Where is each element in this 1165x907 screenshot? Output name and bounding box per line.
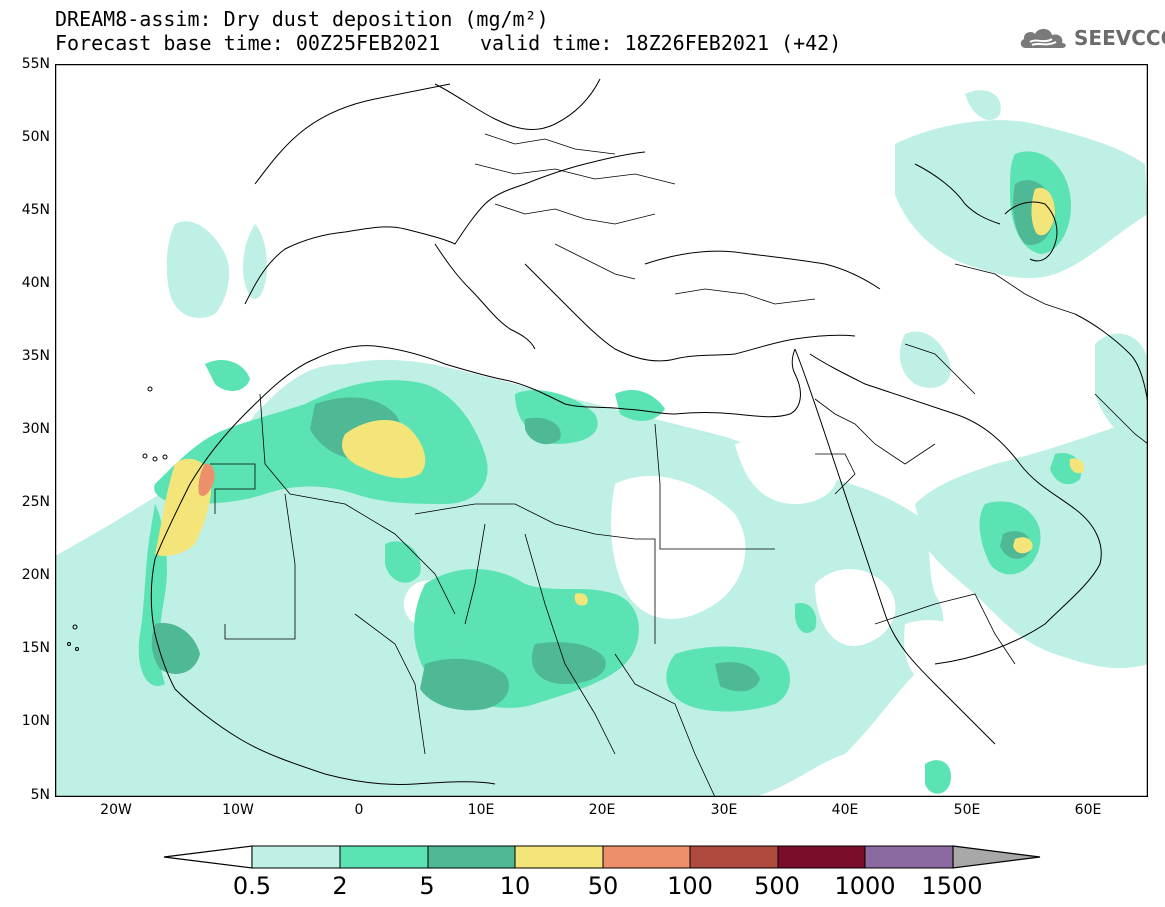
lat-label-40n: 40N bbox=[21, 275, 50, 291]
lat-label-10n: 10N bbox=[21, 713, 50, 729]
valid-time: valid time: 18Z26FEB2021 (+42) bbox=[480, 31, 842, 55]
colorbar-label-500: 500 bbox=[754, 872, 800, 900]
colorbar-label-1500: 1500 bbox=[921, 872, 983, 900]
lon-label-20w: 20W bbox=[100, 802, 132, 818]
country-borders bbox=[210, 133, 1148, 797]
lon-label-20e: 20E bbox=[588, 802, 616, 818]
colorbar-label-100: 100 bbox=[667, 872, 713, 900]
colorbar-label-1000: 1000 bbox=[834, 872, 896, 900]
colorbar-label-50: 50 bbox=[587, 872, 619, 900]
dust-layer-50 bbox=[198, 463, 215, 496]
map-title: DREAM8-assim: Dry dust deposition (mg/m²… bbox=[55, 7, 549, 31]
lon-label-40e: 40E bbox=[831, 802, 859, 818]
lon-label-10w: 10W bbox=[222, 802, 254, 818]
lon-label-0: 0 bbox=[354, 802, 364, 818]
colorbar-bin-0.5 bbox=[251, 845, 341, 869]
lon-label-10e: 10E bbox=[467, 802, 495, 818]
colorbar bbox=[163, 845, 1041, 869]
seevccc-logo: SEEVCCC bbox=[1018, 24, 1165, 52]
dust-deposition-map bbox=[55, 64, 1148, 797]
lat-label-25n: 25N bbox=[21, 494, 50, 510]
lat-label-55n: 55N bbox=[21, 56, 50, 72]
coastlines bbox=[150, 78, 1148, 785]
lat-label-45n: 45N bbox=[21, 202, 50, 218]
lat-label-20n: 20N bbox=[21, 567, 50, 583]
colorbar-bin-10 bbox=[514, 845, 604, 869]
lat-label-5n: 5N bbox=[30, 787, 50, 803]
lon-label-50e: 50E bbox=[953, 802, 981, 818]
colorbar-over-arrow bbox=[952, 845, 1041, 869]
logo-text: SEEVCCC bbox=[1074, 26, 1165, 50]
map-frame-border bbox=[55, 64, 1148, 797]
forecast-base-time: Forecast base time: 00Z25FEB2021 bbox=[55, 31, 441, 55]
colorbar-bin-1000 bbox=[864, 845, 954, 869]
dust-layer-10 bbox=[155, 187, 1085, 606]
colorbar-bin-100 bbox=[689, 845, 779, 869]
cloud-icon bbox=[1020, 28, 1066, 48]
colorbar-under-arrow bbox=[163, 845, 253, 869]
lat-label-30n: 30N bbox=[21, 421, 50, 437]
colorbar-bin-50 bbox=[602, 845, 691, 869]
colorbar-label-0.5: 0.5 bbox=[232, 872, 272, 900]
colorbar-bin-500 bbox=[777, 845, 866, 869]
lon-label-30e: 30E bbox=[710, 802, 738, 818]
colorbar-label-5: 5 bbox=[419, 872, 435, 900]
lat-label-35n: 35N bbox=[21, 348, 50, 364]
colorbar-label-10: 10 bbox=[499, 872, 531, 900]
colorbar-bin-2 bbox=[339, 845, 429, 869]
colorbar-label-2: 2 bbox=[332, 872, 348, 900]
lon-label-60e: 60E bbox=[1074, 802, 1102, 818]
colorbar-bin-5 bbox=[427, 845, 516, 869]
lat-label-50n: 50N bbox=[21, 129, 50, 145]
lat-label-15n: 15N bbox=[21, 640, 50, 656]
